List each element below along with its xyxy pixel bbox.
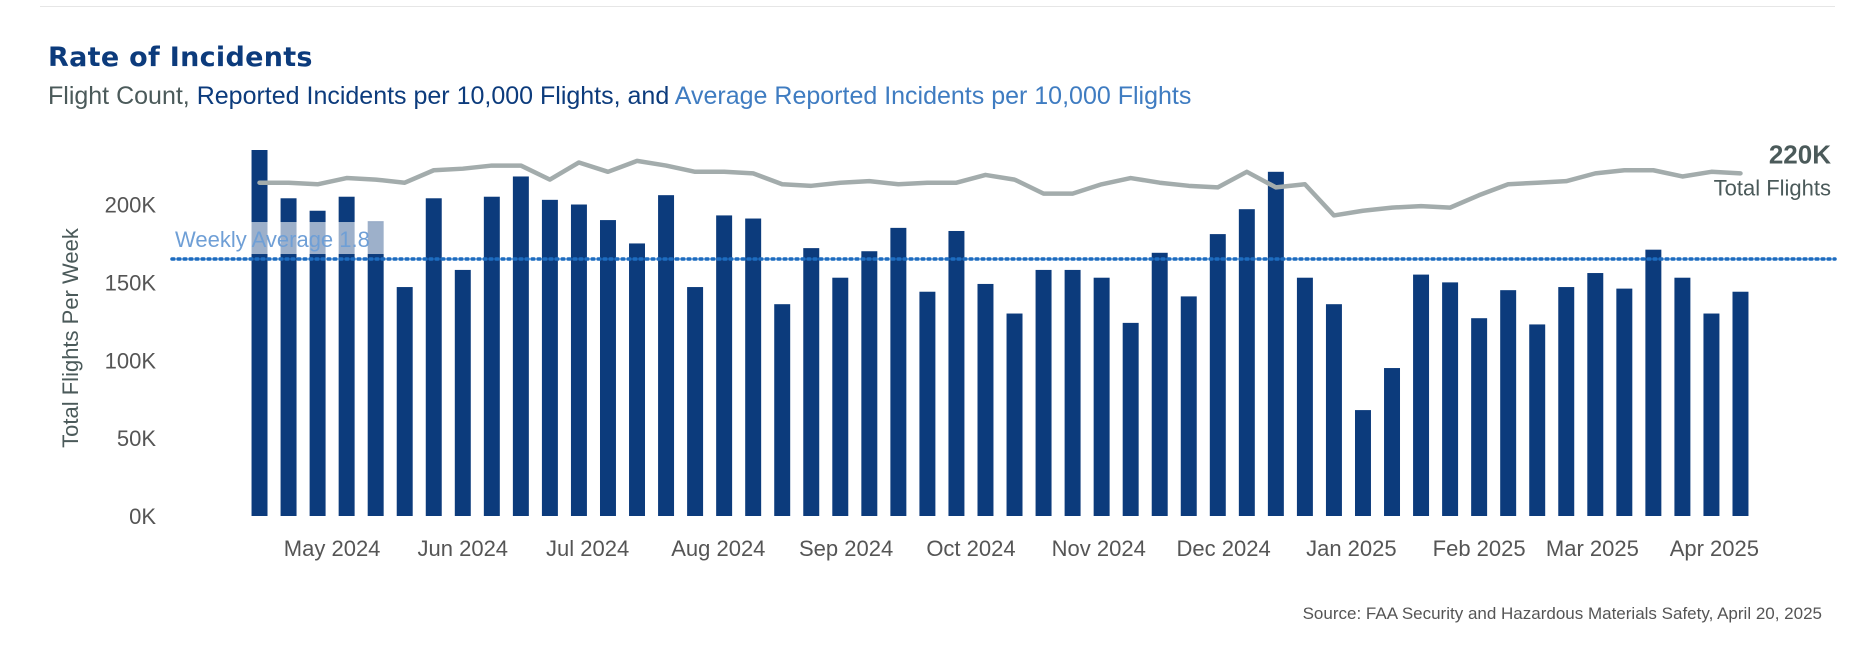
x-tick-label: Jan 2025 xyxy=(1306,536,1397,561)
x-tick-label: Jul 2024 xyxy=(546,536,629,561)
y-tick-label: 100K xyxy=(105,348,157,373)
subtitle-average-incidents: Average Reported Incidents per 10,000 Fl… xyxy=(674,82,1192,110)
chart-subtitle: Flight Count, Reported Incidents per 10,… xyxy=(48,82,1191,111)
bar xyxy=(1645,249,1662,517)
y-tick-label: 200K xyxy=(105,193,157,218)
bar xyxy=(948,230,965,516)
bar xyxy=(425,198,442,516)
bar xyxy=(280,198,297,516)
subtitle-separator-2: , and xyxy=(613,82,675,110)
bar xyxy=(1093,277,1110,516)
bar xyxy=(629,243,646,516)
bar xyxy=(338,196,355,517)
y-tick-label: 0K xyxy=(129,504,156,529)
x-tick-label: Feb 2025 xyxy=(1433,536,1526,561)
bar xyxy=(687,287,704,516)
subtitle-reported-incidents: Reported Incidents per 10,000 Flights xyxy=(196,82,614,110)
bar xyxy=(716,215,733,516)
bar xyxy=(251,150,268,516)
bar xyxy=(1732,291,1749,516)
bar xyxy=(454,269,471,516)
bar xyxy=(1587,273,1604,516)
bar xyxy=(1558,287,1575,516)
subtitle-flight-count: Flight Count xyxy=(48,82,183,110)
bar xyxy=(977,283,994,516)
bar xyxy=(396,287,413,516)
bar xyxy=(541,199,558,516)
bar xyxy=(1209,234,1226,517)
line-end-value-label: 220K xyxy=(1769,139,1831,169)
bar xyxy=(1354,410,1371,516)
bar xyxy=(483,196,500,517)
bar xyxy=(309,210,326,517)
x-tick-label: Mar 2025 xyxy=(1546,536,1639,561)
x-tick-label: Sep 2024 xyxy=(799,536,893,561)
bar xyxy=(1325,304,1342,516)
top-divider xyxy=(40,6,1835,7)
bar xyxy=(1442,282,1459,516)
bar xyxy=(1267,171,1284,516)
subtitle-separator-1: , xyxy=(182,82,197,110)
x-tick-label: Nov 2024 xyxy=(1052,536,1146,561)
source-note: Source: FAA Security and Hazardous Mater… xyxy=(1302,604,1822,623)
x-tick-label: Dec 2024 xyxy=(1177,536,1271,561)
x-tick-label: Jun 2024 xyxy=(418,536,509,561)
bar xyxy=(1122,322,1139,516)
bar xyxy=(1151,252,1168,516)
y-tick-label: 150K xyxy=(105,270,157,295)
bar xyxy=(512,176,529,516)
bar xyxy=(1471,318,1488,516)
bar xyxy=(599,220,616,516)
bar xyxy=(774,304,791,516)
bar xyxy=(1064,269,1081,516)
bar xyxy=(570,204,587,517)
weekly-average-label-background xyxy=(170,222,424,255)
weekly-average-label: Weekly Average 1.8 xyxy=(175,227,370,252)
bar xyxy=(745,218,762,517)
line-end-series-label: Total Flights xyxy=(1714,175,1831,200)
total-flights-line xyxy=(257,158,1743,218)
y-axis-title: Total Flights Per Week xyxy=(58,227,83,448)
x-tick-label: Apr 2025 xyxy=(1670,536,1759,561)
bar xyxy=(1238,209,1255,516)
bar xyxy=(919,291,936,516)
bar xyxy=(1006,313,1023,516)
bar xyxy=(658,195,675,516)
flights-chart: Total Flights Per Week 0K 50K 100K 150K 200K 2… xyxy=(58,139,1837,561)
bar xyxy=(1674,277,1691,516)
bar xyxy=(1703,313,1720,516)
y-tick-label: 50K xyxy=(117,426,156,451)
bar xyxy=(1180,296,1197,516)
bar xyxy=(1296,277,1313,516)
bar xyxy=(1529,324,1546,516)
bar xyxy=(890,227,907,516)
bar xyxy=(1500,290,1517,516)
bar xyxy=(1616,288,1633,516)
bar xyxy=(803,248,820,517)
bar xyxy=(1384,368,1401,516)
bar xyxy=(861,251,878,516)
bar xyxy=(832,277,849,516)
bar xyxy=(1035,269,1052,516)
x-tick-label: May 2024 xyxy=(284,536,381,561)
bar xyxy=(367,221,384,516)
bar xyxy=(1413,274,1430,516)
x-tick-label: Aug 2024 xyxy=(671,536,765,561)
chart-title: Rate of Incidents xyxy=(48,42,313,73)
x-tick-label: Oct 2024 xyxy=(926,536,1015,561)
